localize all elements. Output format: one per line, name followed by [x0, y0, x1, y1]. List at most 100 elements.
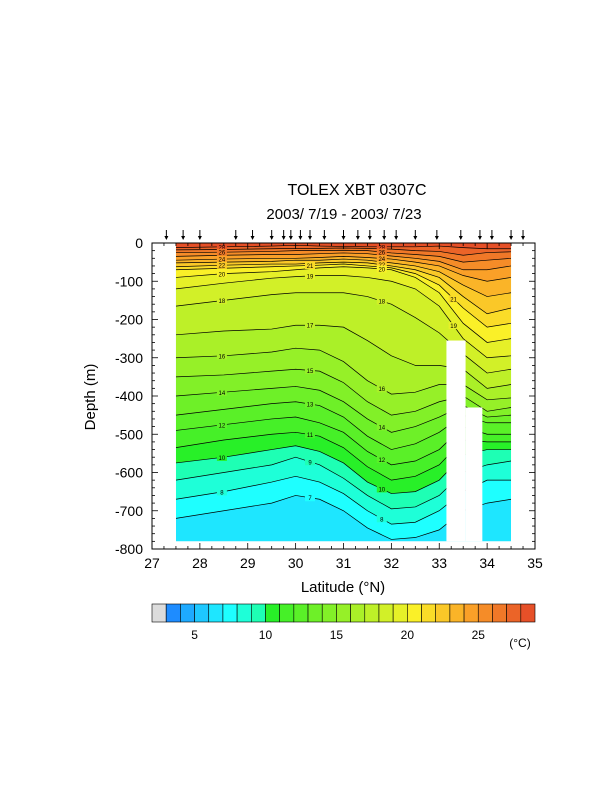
- contour-label-bg: [376, 265, 387, 273]
- x-tick-label: 35: [527, 555, 543, 571]
- isotherm-contour: [175, 249, 512, 263]
- contour-label: 14: [219, 391, 226, 397]
- no-data-region: [511, 243, 535, 542]
- contour-label-bg: [376, 515, 387, 523]
- colorbar-swatch: [378, 603, 394, 623]
- contour-label-bg: [376, 485, 387, 493]
- contour-label: 21: [450, 297, 457, 303]
- contour-label-bg: [216, 453, 227, 461]
- contour-label: 24: [378, 257, 385, 263]
- contour-label-bg: [304, 400, 315, 408]
- isotherm-contour: [175, 275, 512, 359]
- contour-label-bg: [304, 494, 315, 502]
- contour-label: 10: [219, 456, 226, 462]
- contour-label: 24: [219, 258, 226, 264]
- contour-label-bg: [376, 455, 387, 463]
- contour-label-bg: [216, 297, 227, 305]
- contour-label: 8: [220, 490, 224, 496]
- station-marker-head: [434, 236, 439, 240]
- station-marker-head: [367, 236, 372, 240]
- station-marker-head: [307, 236, 312, 240]
- contour-label-bg: [376, 261, 387, 269]
- contour-label: 19: [307, 274, 314, 280]
- contour-label: 26: [219, 251, 226, 257]
- station-marker-head: [521, 236, 526, 240]
- y-tick-label: -300: [115, 350, 143, 366]
- x-tick-label: 34: [479, 555, 495, 571]
- colorbar-unit: (°C): [509, 636, 530, 650]
- y-axis-label: Depth (m): [82, 364, 99, 431]
- contour-label: 28: [378, 245, 385, 251]
- colorbar-swatch: [151, 603, 167, 623]
- colorbar-swatch: [477, 603, 493, 623]
- contour-label: 17: [307, 324, 314, 330]
- x-tick-label: 27: [144, 555, 160, 571]
- contour-label-bg: [216, 388, 227, 396]
- colorbar-swatch: [506, 603, 522, 623]
- colorbar-swatch: [492, 603, 507, 623]
- contour-label: 28: [219, 245, 226, 251]
- colorbar-swatch: [208, 603, 224, 623]
- station-marker-head: [281, 236, 286, 240]
- x-tick-label: 29: [240, 555, 256, 571]
- chart-subtitle: 2003/ 7/19 - 2003/ 7/23: [266, 206, 421, 223]
- station-marker-head: [413, 236, 418, 240]
- colorbar-swatch: [250, 603, 266, 623]
- plot-area: 2828262624242222212120201919181817171616…: [151, 242, 536, 550]
- isotherm-contour: [175, 256, 512, 282]
- contour-label-bg: [448, 322, 459, 330]
- isotherm-contour: [175, 258, 512, 297]
- y-tick-label: -600: [115, 465, 143, 481]
- x-tick-label: 30: [288, 555, 304, 571]
- x-tick-label: 33: [431, 555, 447, 571]
- contour-label-bg: [216, 255, 227, 263]
- colorbar-swatch: [449, 603, 465, 623]
- colorbar-swatch: [194, 603, 210, 623]
- colorbar-swatch: [520, 603, 536, 623]
- contour-label-bg: [216, 261, 227, 269]
- station-marker-head: [477, 236, 482, 240]
- colorbar-tick-label: 10: [259, 628, 273, 642]
- contour-label-bg: [304, 431, 315, 439]
- colorbar-swatch: [293, 603, 309, 623]
- colorbar-tick-label: 20: [401, 628, 415, 642]
- contour-label: 18: [219, 299, 226, 305]
- y-tick-label: -700: [115, 503, 143, 519]
- contour-label-bg: [216, 270, 227, 278]
- contour-label: 19: [450, 324, 457, 330]
- station-marker-head: [233, 236, 238, 240]
- colorbar-swatch: [463, 603, 479, 623]
- contour-label: 15: [307, 369, 314, 375]
- station-marker-head: [355, 236, 360, 240]
- colorbar-swatch: [180, 603, 195, 623]
- contour-label: 11: [307, 433, 314, 439]
- station-marker-head: [394, 236, 399, 240]
- colorbar-swatch: [435, 603, 451, 623]
- isotherm-contour: [175, 266, 512, 343]
- colorbar-swatch: [279, 603, 295, 623]
- contour-label-bg: [216, 421, 227, 429]
- no-data-region: [152, 243, 176, 542]
- contour-label: 13: [307, 403, 314, 409]
- contour-label: 14: [378, 425, 385, 431]
- x-axis: 27 28 29 30 31 32 33 34 35: [144, 243, 543, 571]
- y-axis: 0 -100 -200 -300 -400 -500 -600 -700 -800: [115, 235, 535, 557]
- y-tick-label: 0: [135, 235, 143, 251]
- y-tick-label: -500: [115, 426, 143, 442]
- colorbar-swatch: [222, 603, 238, 623]
- contour-label-bg: [304, 458, 315, 466]
- contour-label: 21: [307, 264, 314, 270]
- contour-label-bg: [376, 243, 387, 251]
- contour-label-bg: [304, 272, 315, 280]
- isotherm-contour: [175, 244, 512, 250]
- contour-label-bg: [304, 321, 315, 329]
- colorbar-swatch: [421, 603, 437, 623]
- contour-label: 16: [378, 387, 385, 393]
- contour-label: 10: [378, 487, 385, 493]
- x-tick-label: 32: [384, 555, 400, 571]
- station-markers: [164, 230, 526, 240]
- station-marker-head: [509, 236, 514, 240]
- contour-label-bg: [216, 243, 227, 251]
- contour-label-bg: [304, 261, 315, 269]
- contour-label: 22: [219, 264, 226, 270]
